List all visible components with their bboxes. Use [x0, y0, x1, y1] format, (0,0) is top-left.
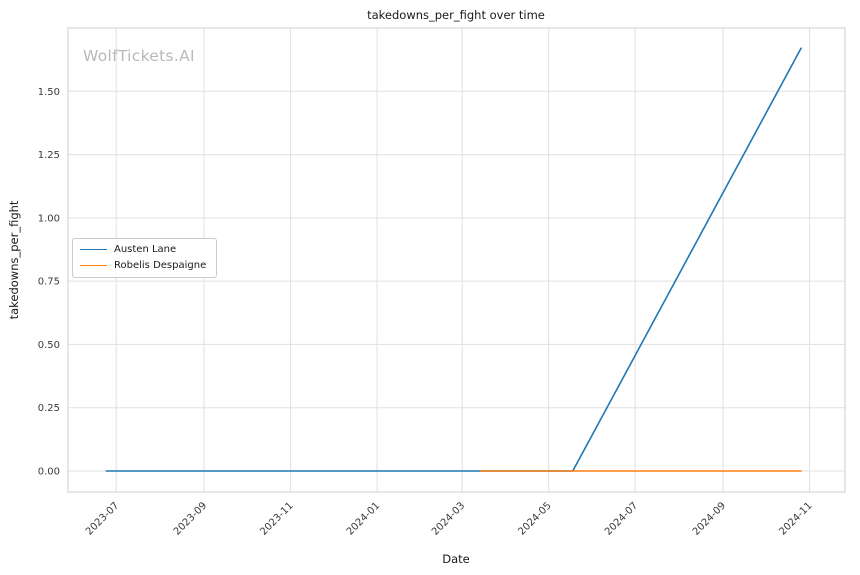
legend-line-sample — [80, 249, 107, 250]
legend-label: Robelis Despaigne — [114, 260, 207, 271]
x-tick-label: 2024-03 — [430, 500, 467, 537]
y-tick-label: 0.00 — [38, 466, 60, 477]
y-tick-label: 0.75 — [38, 277, 60, 288]
x-tick-label: 2023-07 — [84, 500, 121, 537]
legend-label: Austen Lane — [114, 244, 177, 255]
y-tick-label: 0.25 — [38, 403, 60, 414]
y-tick-label: 0.50 — [38, 340, 60, 351]
x-tick-label: 2024-05 — [516, 500, 553, 537]
legend: Austen Lane Robelis Despaigne — [72, 238, 218, 278]
chart-title: takedowns_per_fight over time — [367, 8, 545, 22]
y-tick-label: 1.25 — [38, 150, 60, 161]
x-axis-label: Date — [442, 552, 470, 566]
y-tick-label: 1.00 — [38, 213, 60, 224]
watermark-text: WolfTickets.AI — [83, 47, 195, 65]
x-tick-label: 2024-11 — [777, 500, 814, 537]
x-tick-label: 2024-01 — [345, 500, 382, 537]
plot-border — [67, 27, 846, 493]
legend-item-austen-lane: Austen Lane — [80, 244, 206, 255]
y-axis-label: takedowns_per_fight — [7, 200, 21, 320]
legend-line-sample — [80, 265, 107, 266]
legend-item-robelis-despaigne: Robelis Despaigne — [80, 260, 206, 271]
y-tick-label: 1.50 — [38, 87, 60, 98]
x-tick-label: 2024-09 — [691, 500, 728, 537]
x-tick-label: 2023-09 — [172, 500, 209, 537]
x-tick-label: 2024-07 — [603, 500, 640, 537]
x-tick-label: 2023-11 — [258, 500, 295, 537]
